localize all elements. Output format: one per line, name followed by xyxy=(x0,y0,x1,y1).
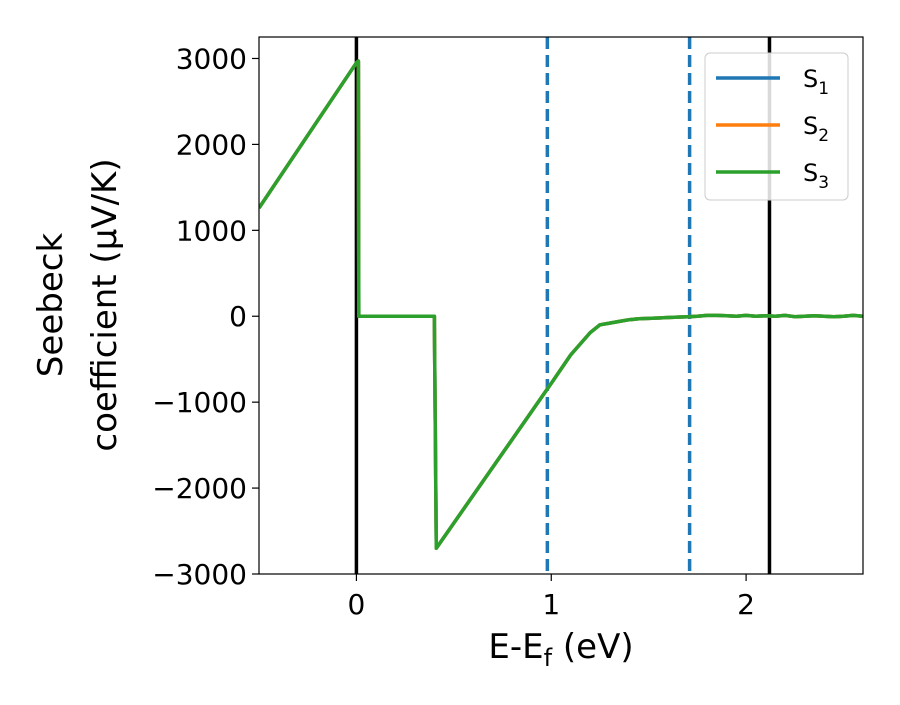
x-tick-label: 1 xyxy=(542,588,560,621)
y-axis-title-line-1: Seebeck xyxy=(31,233,71,378)
series-line-s3 xyxy=(259,59,863,550)
x-tick-label: 2 xyxy=(737,588,755,621)
y-tick-label: 2000 xyxy=(176,128,247,161)
y-tick-label: −2000 xyxy=(152,472,247,505)
plot-frame xyxy=(258,36,864,575)
y-axis: −3000 −2000 −1000 0 1000 2000 3000 xyxy=(152,42,259,591)
y-tick-label: −1000 xyxy=(152,386,247,419)
x-axis-title: E-Ef (eV) xyxy=(488,627,633,672)
y-tick-label: 3000 xyxy=(176,42,247,75)
legend-label-s1: S1 xyxy=(803,65,829,99)
legend-label-s2: S2 xyxy=(803,112,829,146)
y-tick-label: 0 xyxy=(229,300,247,333)
y-tick-label: 1000 xyxy=(176,214,247,247)
y-axis-title: Seebeck coefficient (μV/K) xyxy=(31,158,125,451)
legend: S1 S2 S3 xyxy=(704,52,849,201)
x-tick-label: 0 xyxy=(348,588,366,621)
y-axis-title-line-2: coefficient (μV/K) xyxy=(85,158,125,451)
x-axis: 0 1 2 xyxy=(348,574,755,621)
y-tick-label: −3000 xyxy=(152,558,247,591)
legend-label-s3: S3 xyxy=(803,159,829,193)
